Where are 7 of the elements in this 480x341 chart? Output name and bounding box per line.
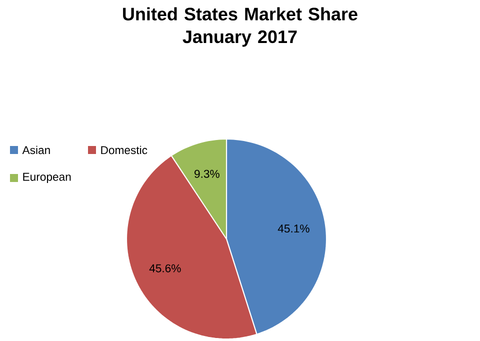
data-label: 45.1% [278,224,310,233]
legend-label: Asian [22,146,50,154]
data-label: 9.3% [194,170,220,178]
data-label: 45.6% [149,264,181,272]
legend-label: European [23,172,71,184]
chart-title: United States Market Share January 2017 [123,7,358,47]
legend-label: Domestic [101,146,148,154]
